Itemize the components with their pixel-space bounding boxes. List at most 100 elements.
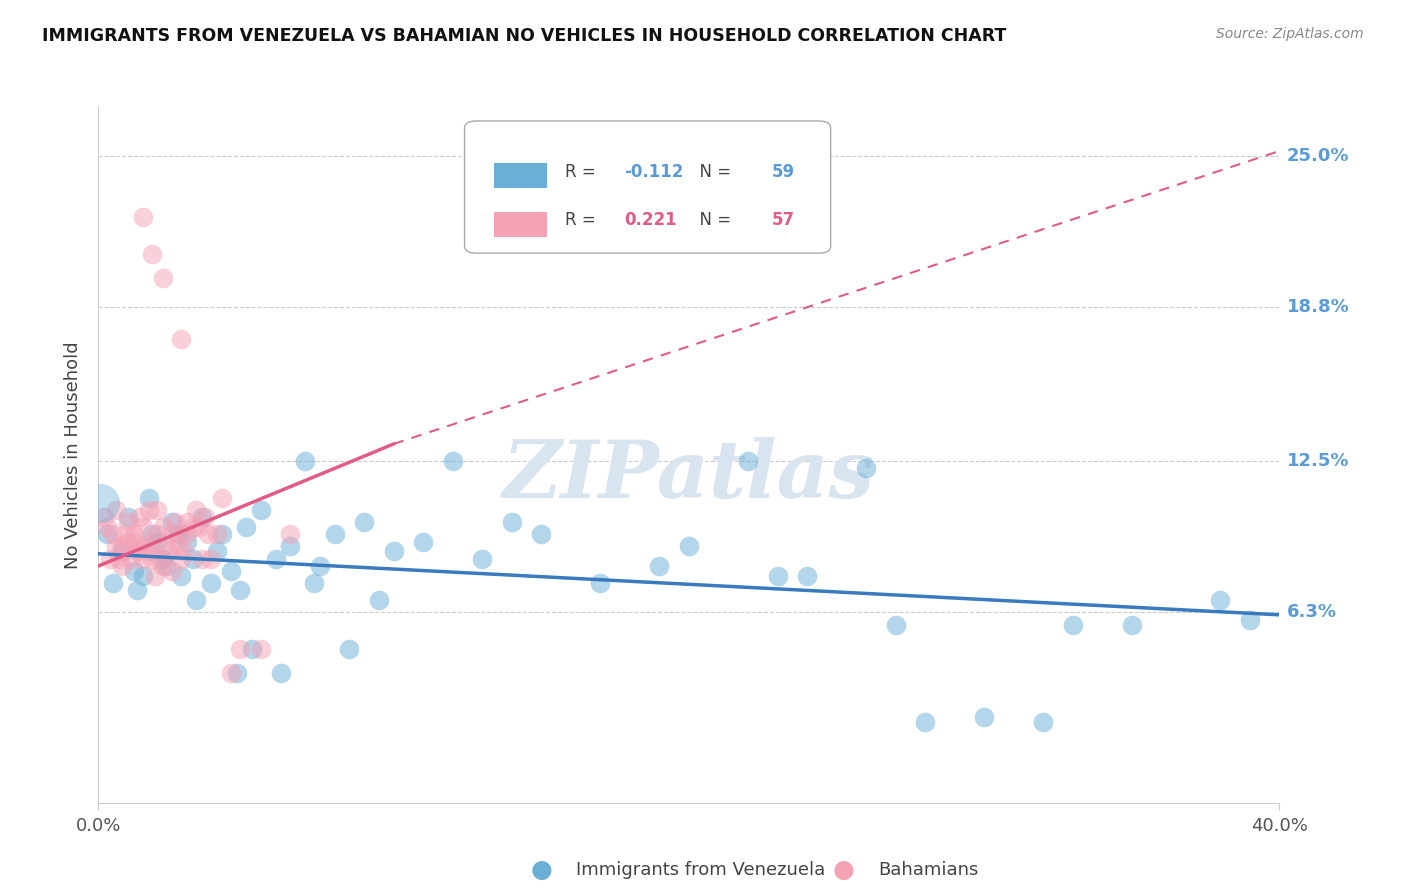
Point [441, 454, 464, 468]
Text: 12.5%: 12.5% [1286, 452, 1348, 470]
Point [152, 271, 174, 285]
Text: ZIPatlas: ZIPatlas [503, 437, 875, 515]
Point [191, 551, 214, 566]
Point [219, 666, 243, 681]
Point [173, 544, 195, 558]
Point [229, 583, 252, 598]
Text: IMMIGRANTS FROM VENEZUELA VS BAHAMIAN NO VEHICLES IN HOUSEHOLD CORRELATION CHART: IMMIGRANTS FROM VENEZUELA VS BAHAMIAN NO… [42, 27, 1007, 45]
Point [141, 551, 163, 566]
Point [132, 210, 155, 224]
Point [138, 491, 160, 505]
Point [103, 576, 125, 591]
Point [170, 332, 193, 346]
Point [167, 540, 190, 554]
Point [176, 534, 198, 549]
Point [194, 510, 217, 524]
Point [382, 544, 405, 558]
Point [103, 527, 125, 541]
Point [141, 527, 163, 541]
Point [170, 551, 193, 566]
Text: 25.0%: 25.0% [1286, 147, 1348, 165]
Point [167, 527, 190, 541]
Point [197, 527, 219, 541]
Point [120, 551, 142, 566]
Point [143, 568, 166, 582]
Point [309, 559, 332, 574]
Point [122, 527, 145, 541]
Point [165, 515, 187, 529]
Point [111, 540, 134, 554]
Point [205, 544, 228, 558]
Point [122, 534, 145, 549]
Point [264, 551, 287, 566]
Point [294, 454, 316, 468]
Point [181, 520, 204, 534]
Point [353, 515, 375, 529]
Point [132, 568, 155, 582]
Point [122, 564, 145, 578]
Text: 18.8%: 18.8% [1286, 298, 1350, 317]
Point [155, 540, 177, 554]
FancyBboxPatch shape [494, 212, 547, 237]
Point [170, 568, 193, 582]
Point [678, 540, 700, 554]
Point [412, 534, 434, 549]
Point [184, 503, 207, 517]
Text: R =: R = [565, 162, 600, 181]
Point [162, 564, 183, 578]
Text: 57: 57 [772, 211, 794, 229]
Point [138, 503, 160, 517]
Point [211, 527, 233, 541]
Point [152, 551, 174, 566]
Text: ●: ● [530, 858, 553, 881]
Point [157, 544, 180, 558]
Point [471, 551, 494, 566]
Point [1239, 613, 1261, 627]
Point [176, 527, 198, 541]
Point [368, 593, 391, 607]
Point [146, 527, 169, 541]
Text: -0.112: -0.112 [624, 162, 683, 181]
Text: Immigrants from Venezuela: Immigrants from Venezuela [576, 861, 825, 879]
Point [226, 666, 249, 681]
Text: N =: N = [689, 211, 737, 229]
Point [149, 551, 172, 566]
Point [128, 510, 150, 524]
Point [141, 246, 163, 260]
Point [1032, 715, 1054, 730]
Text: 0.221: 0.221 [624, 211, 676, 229]
Point [132, 551, 155, 566]
Point [146, 534, 169, 549]
Point [152, 559, 174, 574]
Point [229, 642, 252, 657]
Point [111, 544, 134, 558]
Point [170, 527, 193, 541]
Point [117, 515, 139, 529]
Point [117, 510, 139, 524]
Point [181, 551, 204, 566]
Point [855, 461, 877, 475]
Point [1121, 617, 1143, 632]
Point [125, 544, 148, 558]
Point [337, 642, 360, 657]
Point [1062, 617, 1084, 632]
Point [884, 617, 907, 632]
Point [648, 559, 671, 574]
Point [323, 527, 346, 541]
Point [89, 495, 111, 509]
Point [250, 503, 273, 517]
Point [200, 551, 222, 566]
Point [125, 583, 148, 598]
Text: 6.3%: 6.3% [1286, 603, 1337, 622]
Point [96, 527, 118, 541]
Point [501, 515, 523, 529]
FancyBboxPatch shape [494, 162, 547, 187]
Point [105, 503, 128, 517]
Point [796, 568, 818, 582]
Point [211, 491, 233, 505]
Point [93, 510, 115, 524]
Point [187, 520, 209, 534]
Point [96, 520, 118, 534]
Text: 59: 59 [772, 162, 794, 181]
Point [111, 559, 134, 574]
